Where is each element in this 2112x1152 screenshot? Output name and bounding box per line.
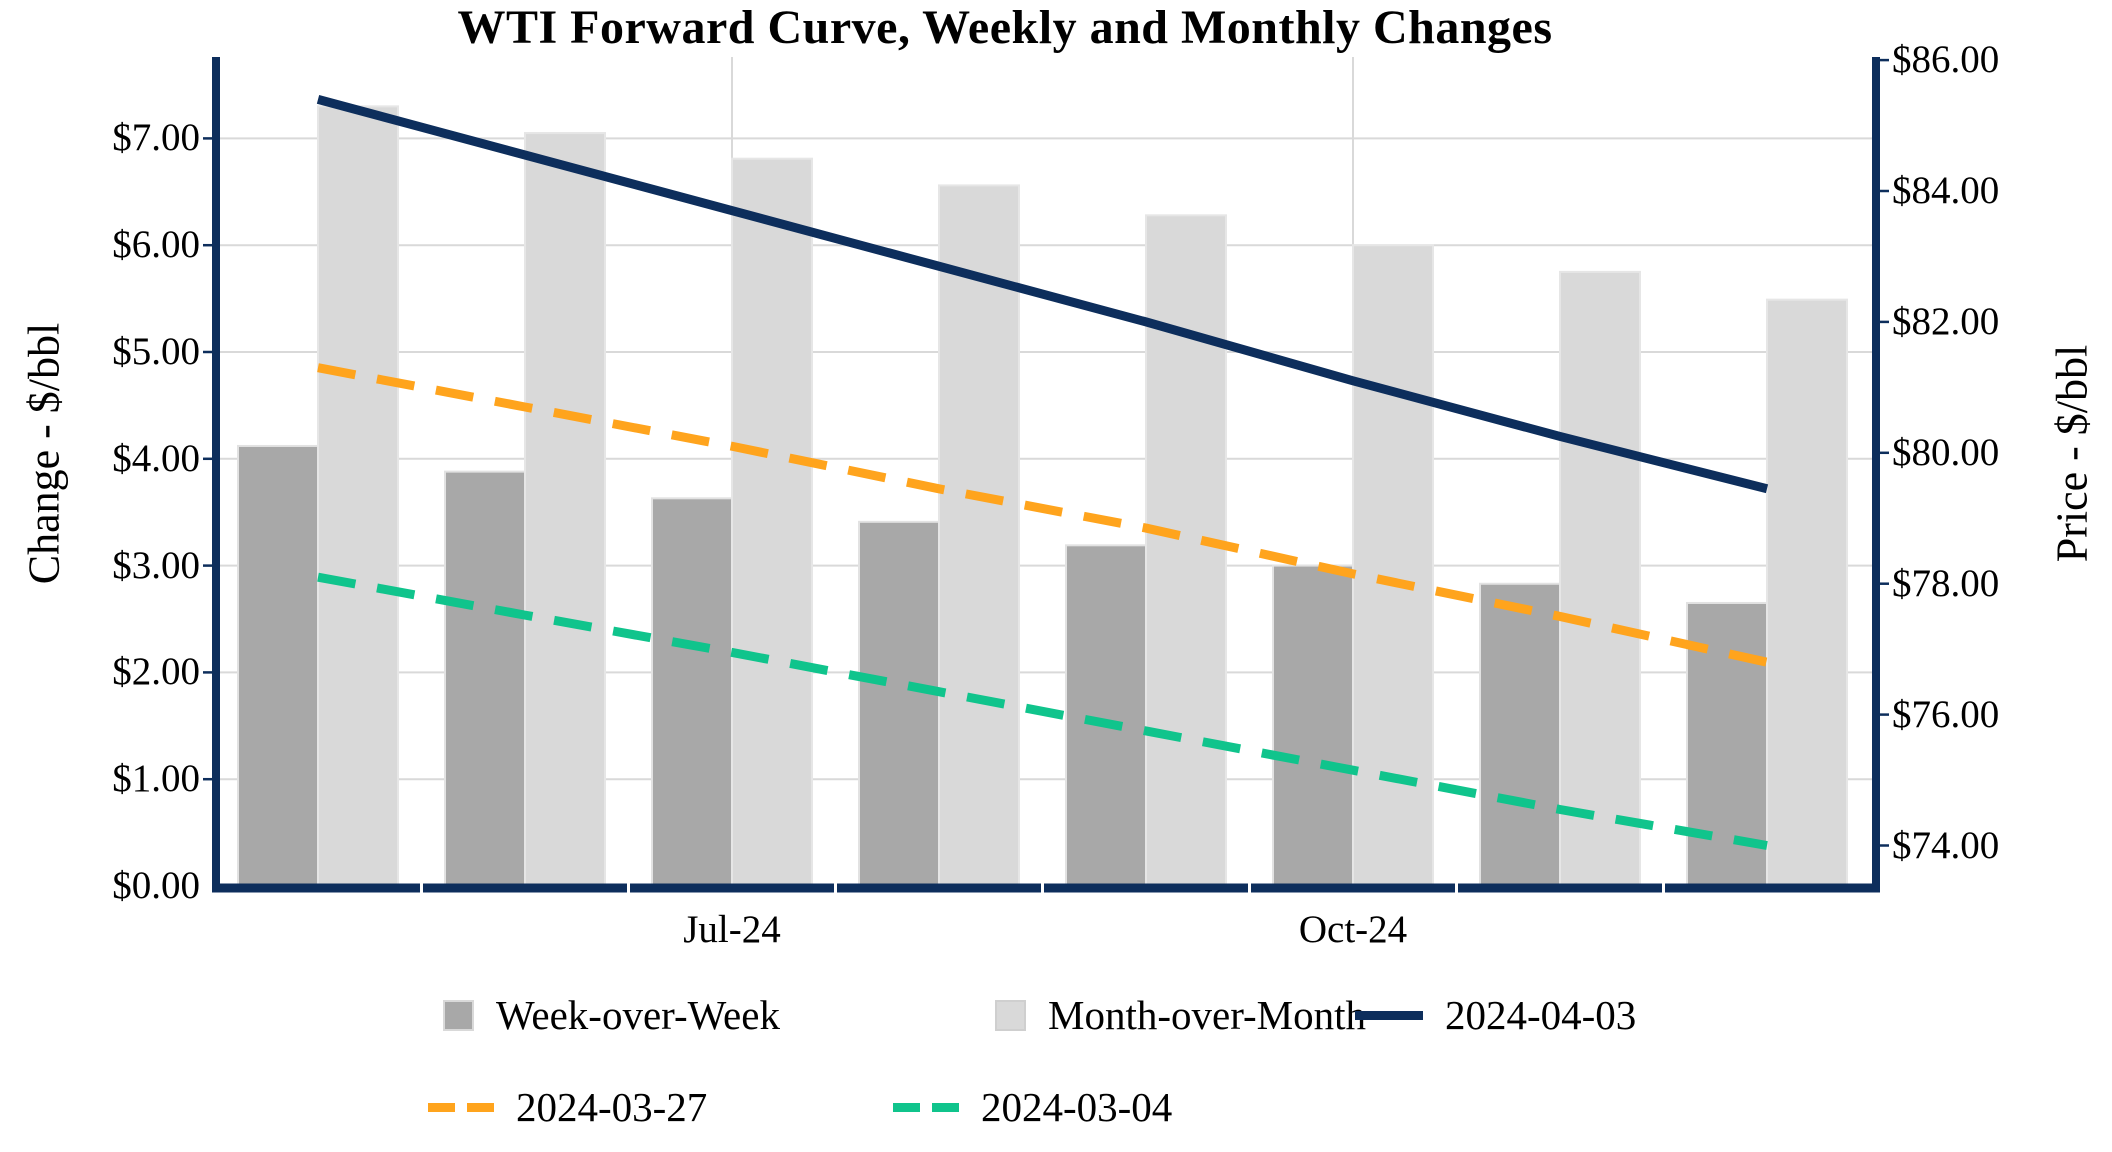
bar-month-over-month: [1352, 244, 1434, 889]
bar-week-over-week: [1479, 582, 1561, 889]
right-axis-title: Price - $/bbl: [2047, 344, 2097, 563]
x-tick-label: Jul-24: [683, 908, 781, 951]
right-tick-label: $78.00: [1892, 561, 2000, 605]
left-tick-label: $6.00: [112, 223, 200, 267]
bar-week-over-week: [237, 444, 319, 889]
legend-label: 2024-03-04: [981, 1084, 1173, 1130]
x-tick-label: Oct-24: [1298, 908, 1408, 951]
bar-month-over-month: [1559, 270, 1641, 889]
bar-week-over-week: [1272, 564, 1354, 889]
bar-week-over-week: [651, 497, 733, 889]
bar-week-over-week: [1065, 544, 1147, 889]
legend-square-swatch-icon: [443, 999, 474, 1031]
legend-item: 2024-03-27: [428, 1082, 707, 1132]
legend-dashed-line-swatch-icon: [428, 1102, 494, 1112]
left-tick-label: $1.00: [112, 757, 200, 801]
right-tick-label: $80.00: [1892, 430, 2000, 474]
chart-title: WTI Forward Curve, Weekly and Monthly Ch…: [457, 1, 1553, 54]
bar-month-over-month: [317, 105, 399, 890]
legend-label: 2024-03-27: [516, 1084, 708, 1130]
bar-month-over-month: [524, 132, 606, 889]
legend-square-swatch-icon: [995, 999, 1026, 1031]
left-axis-title: Change - $/bbl: [19, 322, 69, 585]
right-tick-label: $74.00: [1892, 823, 2000, 867]
legend-label: Month-over-Month: [1048, 992, 1367, 1038]
right-tick-label: $86.00: [1892, 38, 2000, 82]
line-2024-03-27: [317, 363, 1768, 667]
legend-item: Month-over-Month: [995, 990, 1366, 1040]
right-tick-label: $82.00: [1892, 299, 2000, 343]
right-tick-label: $76.00: [1892, 692, 2000, 736]
bar-month-over-month: [1766, 298, 1848, 889]
right-tick-label: $84.00: [1892, 169, 2000, 212]
legend-dashed-line-swatch-icon: [893, 1102, 959, 1112]
left-tick-label: $0.00: [112, 864, 200, 907]
left-tick-label: $2.00: [112, 650, 200, 694]
left-tick-label: $7.00: [112, 116, 200, 160]
legend-label: 2024-04-03: [1445, 992, 1637, 1038]
bar-week-over-week: [858, 520, 940, 889]
bar-month-over-month: [938, 184, 1020, 889]
left-tick-label: $5.00: [112, 330, 200, 373]
legend-solid-line-swatch-icon: [1355, 1010, 1423, 1020]
bar-month-over-month: [1145, 214, 1227, 889]
left-tick-label: $3.00: [112, 543, 200, 587]
legend-item: 2024-04-03: [1355, 990, 1636, 1040]
legend-item: 2024-03-04: [893, 1082, 1172, 1132]
line-2024-03-04: [317, 572, 1768, 850]
left-tick-label: $4.00: [112, 436, 200, 480]
legend-label: Week-over-Week: [496, 992, 780, 1038]
legend-item: Week-over-Week: [443, 990, 780, 1040]
bar-week-over-week: [444, 470, 526, 889]
bar-month-over-month: [731, 157, 813, 889]
line-2024-04-03: [316, 95, 1769, 494]
